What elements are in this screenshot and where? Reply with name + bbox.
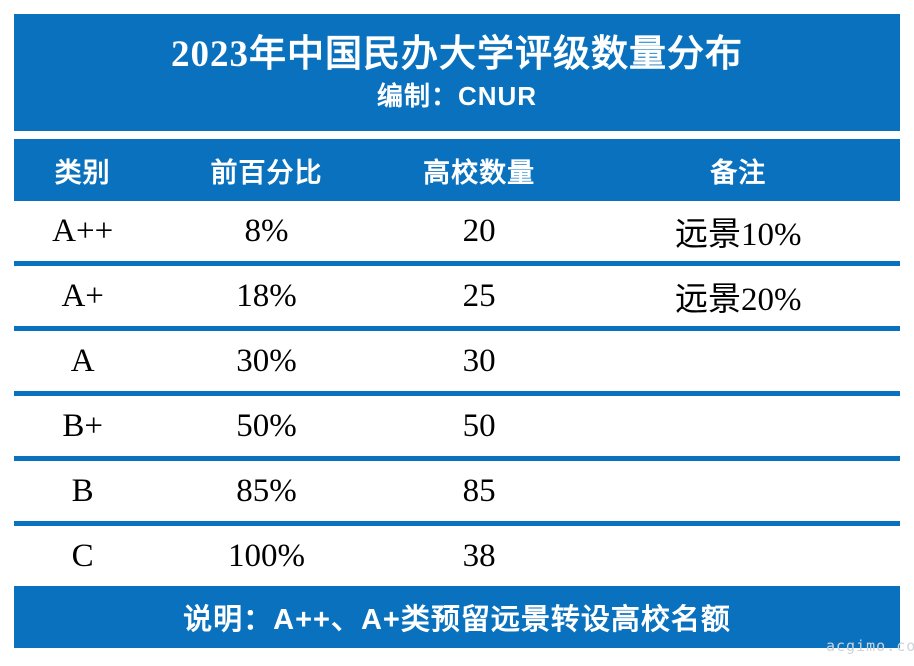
cell-percentile: 30% bbox=[236, 342, 297, 379]
column-header-percentile: 前百分比 bbox=[210, 157, 323, 188]
cell-category: A bbox=[70, 342, 95, 379]
row-divider bbox=[14, 326, 900, 331]
cell-percentile: 50% bbox=[236, 407, 297, 444]
cell-percentile: 100% bbox=[228, 537, 305, 574]
title-header-gap bbox=[14, 131, 900, 139]
row-divider bbox=[14, 456, 900, 461]
cell-count: 50 bbox=[462, 407, 496, 444]
cell-count: 85 bbox=[462, 472, 496, 509]
column-header-count: 高校数量 bbox=[423, 157, 536, 188]
table-row: A+ 18% 25 远景20% bbox=[14, 266, 900, 326]
row-divider bbox=[14, 391, 900, 396]
watermark-text: acgimo.co bbox=[826, 637, 914, 655]
table-row: A 30% 30 bbox=[14, 331, 900, 391]
cell-note bbox=[577, 396, 900, 456]
cell-count: 38 bbox=[462, 537, 496, 574]
cell-category: C bbox=[71, 537, 94, 574]
rating-distribution-table: 2023年中国民办大学评级数量分布 编制：CNUR 类别 前百分比 高校数量 备… bbox=[14, 14, 900, 648]
cell-count: 25 bbox=[462, 277, 496, 314]
cell-note: 远景10% bbox=[675, 217, 802, 253]
cell-note bbox=[577, 526, 900, 586]
table-row: B+ 50% 50 bbox=[14, 396, 900, 456]
table-row: A++ 8% 20 远景10% bbox=[14, 201, 900, 261]
cell-percentile: 85% bbox=[236, 472, 297, 509]
cell-percentile: 18% bbox=[236, 277, 297, 314]
cell-note bbox=[577, 461, 900, 521]
cell-category: A+ bbox=[61, 277, 104, 314]
cell-percentile: 8% bbox=[244, 212, 289, 249]
cell-note bbox=[577, 331, 900, 391]
title-block: 2023年中国民办大学评级数量分布 编制：CNUR bbox=[14, 14, 900, 131]
cell-count: 20 bbox=[462, 212, 496, 249]
table-row: C 100% 38 bbox=[14, 526, 900, 586]
page-subtitle: 编制：CNUR bbox=[376, 80, 538, 111]
table-header-row: 类别 前百分比 高校数量 备注 bbox=[14, 139, 900, 201]
cell-category: A++ bbox=[52, 212, 114, 249]
cell-category: B+ bbox=[62, 407, 103, 444]
cell-count: 30 bbox=[462, 342, 496, 379]
page-title: 2023年中国民办大学评级数量分布 bbox=[171, 34, 743, 75]
cell-note: 远景20% bbox=[675, 282, 802, 318]
footnote-bar: 说明：A++、A+类预留远景转设高校名额 bbox=[14, 586, 900, 648]
row-divider bbox=[14, 521, 900, 526]
row-divider bbox=[14, 261, 900, 266]
column-header-note: 备注 bbox=[710, 157, 767, 188]
table-row: B 85% 85 bbox=[14, 461, 900, 521]
column-header-category: 类别 bbox=[54, 157, 111, 188]
cell-category: B bbox=[71, 472, 94, 509]
footnote-text: 说明：A++、A+类预留远景转设高校名额 bbox=[183, 604, 731, 636]
